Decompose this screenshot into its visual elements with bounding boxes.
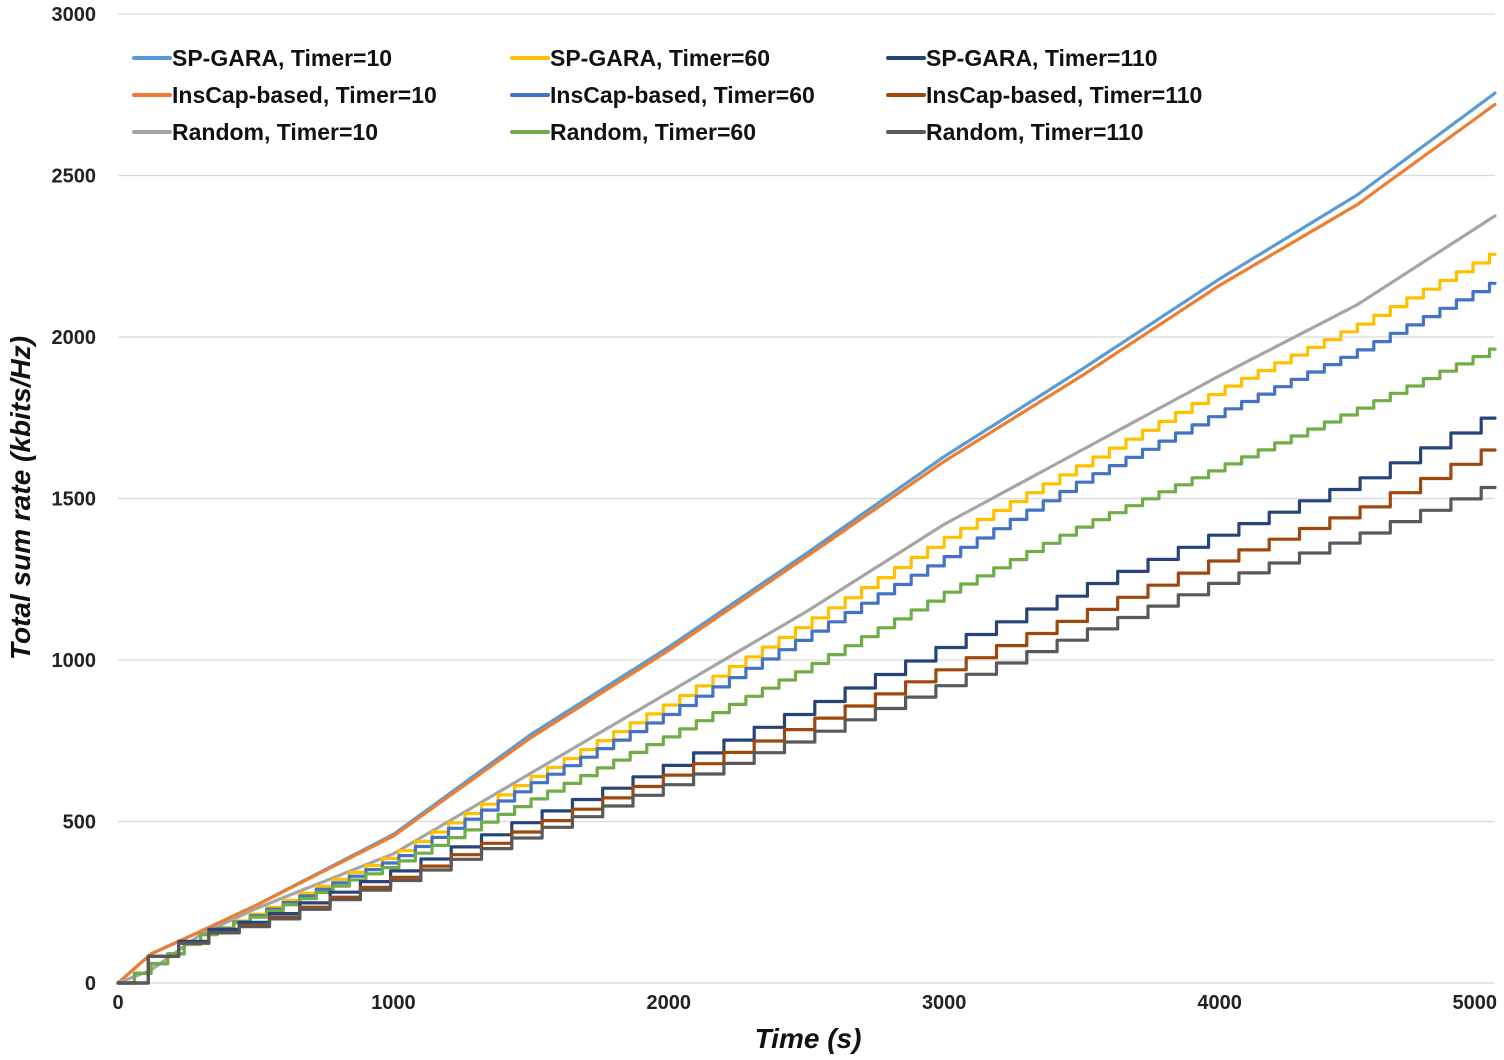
series-line-2 xyxy=(116,214,1497,985)
y-tick-label: 3000 xyxy=(52,4,97,26)
legend-item: Random, Timer=60 xyxy=(510,119,756,145)
legend-item: InsCap-based, Timer=10 xyxy=(132,82,437,108)
series-line-5 xyxy=(116,347,1497,985)
x-tick-label: 3000 xyxy=(922,992,967,1014)
y-tick-label: 2000 xyxy=(52,327,97,349)
y-tick-label: 0 xyxy=(85,973,96,995)
legend-label: InsCap-based, Timer=10 xyxy=(172,82,437,108)
legend-label: InsCap-based, Timer=60 xyxy=(550,82,815,108)
y-axis-ticks: 0 500 1000 1500 2000 2500 3000 xyxy=(52,4,97,995)
x-axis-title: Time (s) xyxy=(755,1023,862,1054)
series-line-6 xyxy=(116,416,1497,985)
y-tick-label: 2500 xyxy=(52,166,97,188)
legend-label: Random, Timer=10 xyxy=(172,119,378,145)
y-tick-label: 1000 xyxy=(52,650,97,672)
legend-item: SP-GARA, Timer=10 xyxy=(132,45,392,71)
gridlines xyxy=(118,13,1495,984)
series-lines xyxy=(116,91,1497,985)
legend-label: InsCap-based, Timer=110 xyxy=(926,82,1202,108)
x-tick-label: 1000 xyxy=(371,992,416,1014)
y-axis-title: Total sum rate (kbits/Hz) xyxy=(5,336,36,660)
legend-label: Random, Timer=60 xyxy=(550,119,756,145)
legend-label: SP-GARA, Timer=110 xyxy=(926,45,1158,71)
legend-item: SP-GARA, Timer=110 xyxy=(886,45,1158,71)
legend: SP-GARA, Timer=10 InsCap-based, Timer=10 R… xyxy=(132,45,1202,145)
series-line-4 xyxy=(116,281,1497,985)
legend-item: InsCap-based, Timer=60 xyxy=(510,82,815,108)
x-tick-label: 5000 xyxy=(1453,992,1498,1014)
x-tick-label: 2000 xyxy=(647,992,692,1014)
x-tick-label: 4000 xyxy=(1197,992,1242,1014)
y-tick-label: 500 xyxy=(63,812,96,834)
y-tick-label: 1500 xyxy=(52,489,97,511)
series-line-8 xyxy=(116,485,1497,985)
x-axis-ticks: 0 1000 2000 3000 4000 5000 xyxy=(112,992,1497,1014)
legend-label: Random, Timer=110 xyxy=(926,119,1144,145)
x-tick-label: 0 xyxy=(112,992,123,1014)
legend-item: SP-GARA, Timer=60 xyxy=(510,45,770,71)
series-line-3 xyxy=(116,252,1497,985)
legend-label: SP-GARA, Timer=60 xyxy=(550,45,770,71)
legend-item: Random, Timer=10 xyxy=(132,119,378,145)
series-line-1 xyxy=(116,102,1497,985)
legend-item: Random, Timer=110 xyxy=(886,119,1144,145)
legend-label: SP-GARA, Timer=10 xyxy=(172,45,392,71)
legend-item: InsCap-based, Timer=110 xyxy=(886,82,1202,108)
